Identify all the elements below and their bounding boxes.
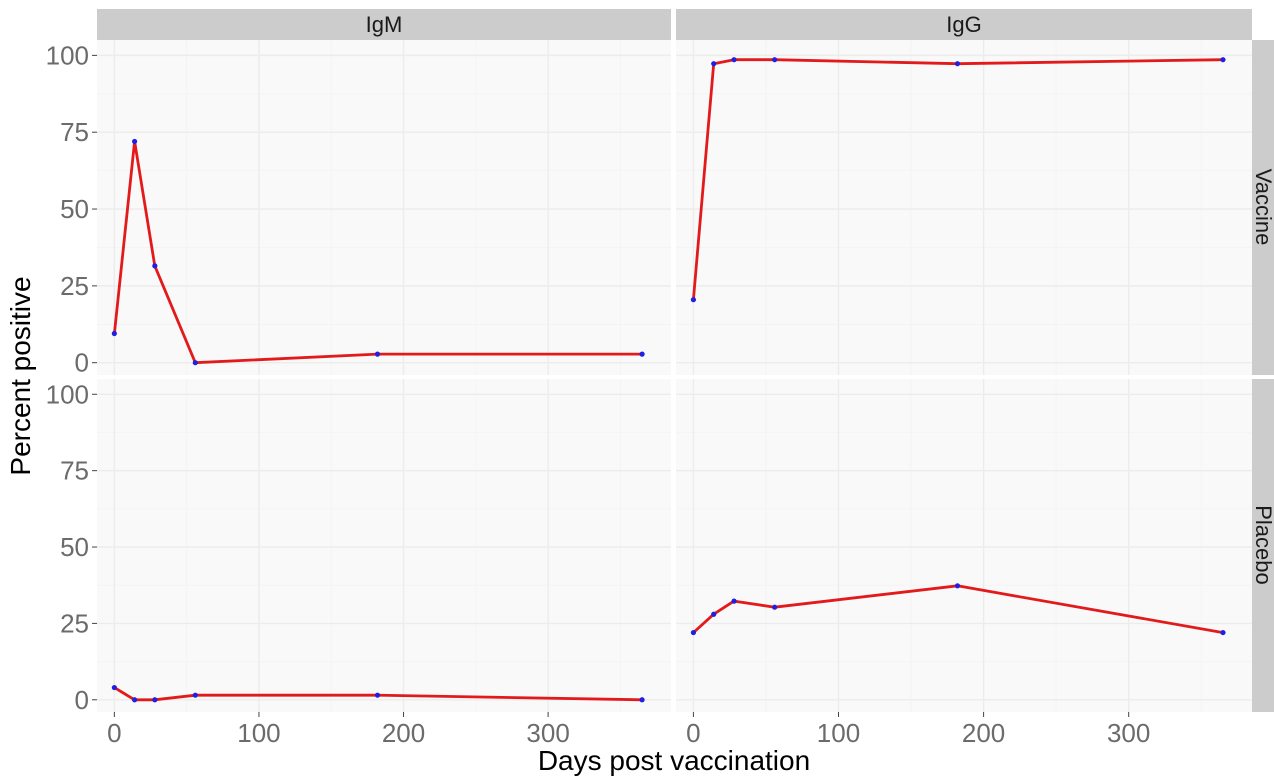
strip-igg-label: IgG [946, 12, 981, 37]
data-point-igm-placebo [639, 697, 645, 703]
x-tick-label-igg: 200 [962, 718, 1005, 748]
strip-vaccine-label: Vaccine [1251, 169, 1274, 246]
series-layer [111, 57, 1226, 703]
panel-background-igm-vaccine [97, 40, 671, 375]
x-tick-label-igg: 100 [817, 718, 860, 748]
strip-igm-label: IgM [366, 12, 403, 37]
data-point-igm-vaccine [111, 330, 117, 337]
strip-igm-background [97, 9, 671, 40]
grid-layer [97, 40, 1252, 712]
data-point-igm-vaccine [152, 263, 158, 269]
data-point-igg-placebo [711, 611, 717, 617]
data-point-igg-placebo [772, 604, 778, 610]
data-point-igm-placebo [111, 684, 117, 691]
y-tick-label-placebo: 50 [60, 532, 89, 562]
x-tick-label-igg: 300 [1107, 718, 1150, 748]
strip-vaccine-background [1252, 40, 1274, 375]
panel-background-igg-placebo [676, 379, 1252, 712]
data-point-igg-vaccine [731, 57, 737, 63]
strip-placebo-label: Placebo [1251, 505, 1274, 585]
series-line-igm-placebo [113, 686, 644, 702]
data-point-igm-vaccine [131, 138, 138, 145]
x-axis-title: Days post vaccination [538, 745, 810, 776]
data-point-igg-placebo [731, 598, 737, 604]
data-point-igg-placebo [690, 629, 697, 636]
y-tick-label-vaccine: 100 [46, 40, 89, 70]
strip-igg-background [676, 9, 1252, 40]
data-point-igm-vaccine [639, 351, 645, 357]
y-tick-label-vaccine: 25 [60, 271, 89, 301]
x-tick-label-igm: 300 [526, 718, 569, 748]
y-tick-label-placebo: 100 [46, 379, 89, 409]
data-point-igg-vaccine [772, 57, 778, 63]
data-point-igm-placebo [374, 692, 381, 698]
y-tick-label-vaccine: 0 [75, 348, 89, 378]
y-tick-label-placebo: 25 [60, 608, 89, 638]
data-point-igm-vaccine [374, 351, 381, 357]
y-tick-label-placebo: 0 [75, 685, 89, 715]
strip-placebo-background [1252, 379, 1274, 712]
data-point-igg-placebo [1220, 629, 1226, 636]
panel-background-igg-vaccine [676, 40, 1252, 375]
y-tick-label-placebo: 75 [60, 456, 89, 486]
y-tick-label-vaccine: 75 [60, 117, 89, 147]
series-line-igg-vaccine [692, 58, 1225, 302]
data-point-igg-vaccine [954, 61, 961, 67]
x-tick-label-igm: 100 [237, 718, 280, 748]
series-line-igm-vaccine [113, 139, 644, 365]
y-tick-label-vaccine: 50 [60, 194, 89, 224]
x-tick-label-igm: 200 [382, 718, 425, 748]
data-point-igg-vaccine [711, 61, 717, 67]
data-point-igg-vaccine [690, 297, 697, 303]
data-point-igg-vaccine [1220, 57, 1226, 63]
x-tick-label-igm: 0 [107, 718, 121, 748]
data-point-igm-vaccine [192, 360, 198, 366]
data-point-igm-placebo [152, 697, 158, 703]
y-axis-title: Percent positive [5, 276, 36, 475]
data-point-igm-placebo [131, 697, 138, 703]
series-line-igg-placebo [692, 584, 1225, 634]
panel-background-igm-placebo [97, 379, 671, 712]
x-tick-label-igg: 0 [686, 718, 700, 748]
data-point-igg-placebo [954, 583, 961, 589]
data-point-igm-placebo [192, 692, 198, 698]
